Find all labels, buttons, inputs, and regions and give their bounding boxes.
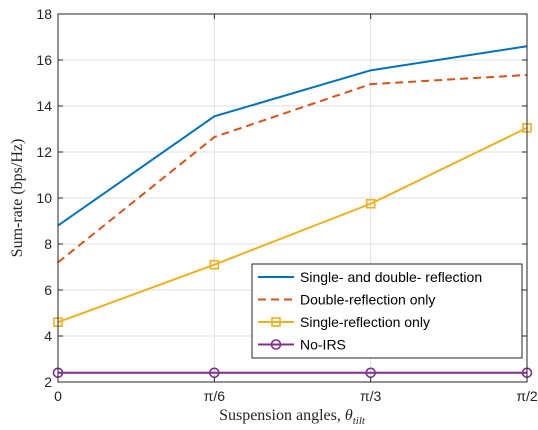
- y-tick-label: 12: [36, 144, 52, 160]
- x-tick-label: π/2: [516, 388, 538, 404]
- legend: Single- and double- reflection Double-ref…: [251, 263, 523, 359]
- legend-label: Double-reflection only: [300, 292, 435, 308]
- y-tick-label: 16: [36, 52, 52, 68]
- legend-box: [251, 263, 523, 359]
- y-tick-label: 8: [44, 236, 52, 252]
- x-axis-title: Suspension angles, θtilt: [219, 407, 366, 427]
- axis-ticks: 2 4 6 8 10 12 14 16 18 0 π/6 π/3 π/2: [36, 6, 537, 404]
- x-axis-title-sub: tilt: [353, 415, 366, 427]
- y-tick-label: 6: [44, 282, 52, 298]
- x-tick-label: 0: [54, 388, 62, 404]
- x-tick-label: π/3: [360, 388, 382, 404]
- series-line-0: [57, 45, 528, 227]
- series-line-2: [57, 126, 528, 324]
- x-axis-title-main: Suspension angles,: [219, 407, 345, 424]
- y-tick-label: 4: [44, 328, 52, 344]
- legend-marker-square: [271, 317, 281, 327]
- series-line-1: [57, 73, 528, 264]
- data-point-square: [209, 259, 220, 270]
- x-tick-label: π/6: [204, 388, 226, 404]
- y-tick-label: 10: [36, 190, 52, 206]
- series-layer: [52, 45, 533, 379]
- legend-label: Single- and double- reflection: [300, 269, 482, 285]
- x-axis-title-theta: θ: [345, 407, 353, 424]
- y-tick-label: 18: [36, 6, 52, 22]
- y-axis-title: Sum-rate (bps/Hz): [9, 139, 26, 258]
- y-tick-label: 2: [44, 374, 52, 390]
- legend-label: No-IRS: [300, 337, 346, 353]
- legend-label: Single-reflection only: [300, 314, 430, 330]
- data-point-square: [365, 198, 376, 209]
- y-tick-label: 14: [36, 98, 52, 114]
- legend-marker-circle: [270, 339, 282, 350]
